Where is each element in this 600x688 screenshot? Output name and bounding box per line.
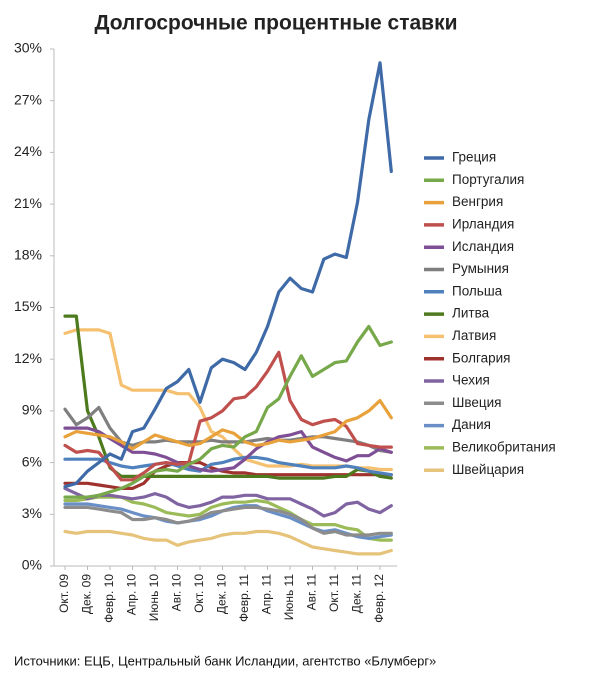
series-line bbox=[63, 455, 393, 477]
y-tick-label: 18% bbox=[14, 247, 42, 263]
y-tick-label: 30% bbox=[14, 40, 42, 56]
legend-label: Латвия bbox=[452, 328, 496, 343]
series-line bbox=[63, 529, 393, 556]
x-tick-label: Окт. 10 bbox=[192, 574, 206, 613]
legend-label: Португалия bbox=[452, 172, 524, 187]
source-note: Источники: ЕЦБ, Центральный банк Исланди… bbox=[14, 653, 436, 668]
x-tick-label: Авг. 11 bbox=[305, 574, 319, 611]
y-tick-label: 12% bbox=[14, 350, 42, 366]
legend-label: Швеция bbox=[452, 395, 502, 410]
series-line bbox=[63, 486, 393, 518]
x-tick-label: Июнь 11 bbox=[282, 574, 296, 621]
y-tick-label: 21% bbox=[14, 195, 42, 211]
chart-title: Долгосрочные процентные ставки bbox=[94, 12, 457, 35]
legend-label: Румыния bbox=[452, 261, 509, 276]
x-tick-label: Апр. 11 bbox=[260, 574, 274, 615]
x-tick-label: Дек. 10 bbox=[215, 574, 229, 614]
legend-label: Чехия bbox=[452, 373, 490, 388]
y-tick-label: 27% bbox=[14, 91, 42, 107]
series-line bbox=[63, 426, 393, 473]
legend-label: Польша bbox=[452, 283, 503, 298]
x-tick-label: Февр. 12 bbox=[372, 574, 386, 623]
x-tick-label: Дек. 09 bbox=[80, 574, 94, 614]
x-tick-label: Июнь 10 bbox=[147, 574, 161, 622]
legend-label: Великобритания bbox=[452, 439, 556, 454]
series-line bbox=[63, 314, 393, 480]
y-tick-label: 15% bbox=[14, 298, 42, 314]
y-tick-label: 24% bbox=[14, 143, 42, 159]
legend-label: Литва bbox=[452, 306, 490, 321]
legend-label: Швейцария bbox=[452, 462, 524, 477]
legend-label: Венгрия bbox=[452, 194, 503, 209]
y-tick-label: 6% bbox=[22, 453, 42, 469]
y-tick-label: 9% bbox=[22, 402, 42, 418]
series-line bbox=[63, 399, 393, 451]
legend-label: Дания bbox=[452, 417, 491, 432]
legend-label: Греция bbox=[452, 150, 496, 165]
x-tick-label: Окт. 09 bbox=[57, 574, 71, 613]
legend-label: Ирландия bbox=[452, 216, 514, 231]
series-line bbox=[63, 324, 393, 499]
y-tick-label: 0% bbox=[22, 557, 42, 573]
x-tick-label: Дек. 11 bbox=[350, 574, 364, 614]
x-tick-label: Авг. 10 bbox=[170, 574, 184, 612]
series-line bbox=[63, 328, 393, 472]
series-line bbox=[63, 505, 393, 537]
legend-label: Исландия bbox=[452, 239, 514, 254]
x-tick-label: Февр. 10 bbox=[102, 574, 116, 623]
x-tick-label: Февр. 11 bbox=[237, 574, 251, 622]
series-line bbox=[63, 350, 393, 482]
series-line bbox=[63, 61, 393, 489]
y-tick-label: 3% bbox=[22, 505, 42, 521]
x-tick-label: Окт. 11 bbox=[327, 574, 341, 612]
legend-label: Болгария bbox=[452, 350, 510, 365]
x-tick-label: Апр. 10 bbox=[125, 574, 139, 616]
